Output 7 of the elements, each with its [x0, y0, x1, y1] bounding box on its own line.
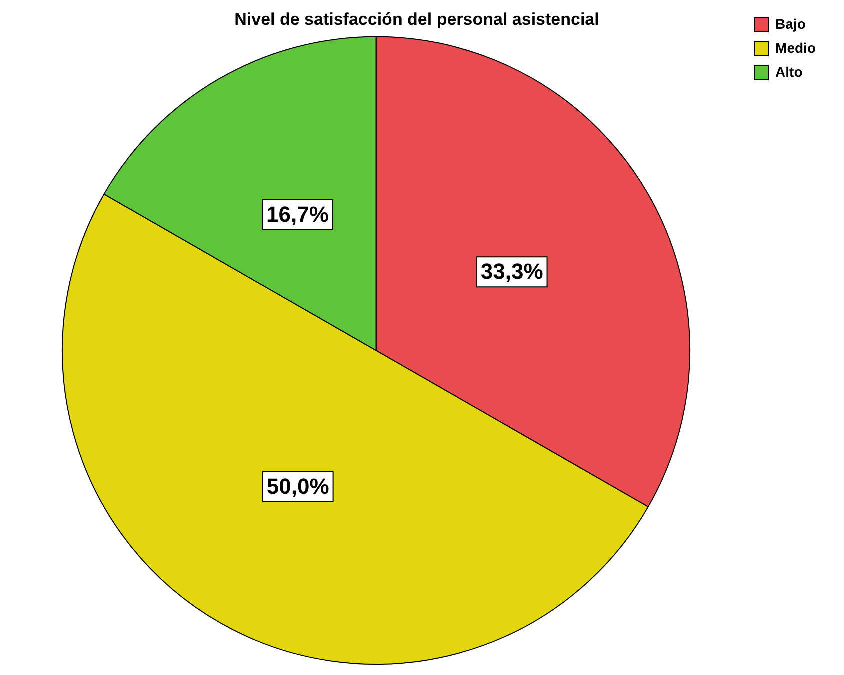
data-label: 33,3% — [480, 259, 544, 284]
data-label: 50,0% — [266, 474, 330, 499]
legend-label: Alto — [776, 64, 803, 80]
legend-label: Medio — [776, 40, 816, 56]
legend-label: Bajo — [776, 16, 806, 32]
data-label: 16,7% — [266, 202, 329, 227]
chart-title: Nivel de satisfacción del personal asistencial — [234, 10, 600, 29]
